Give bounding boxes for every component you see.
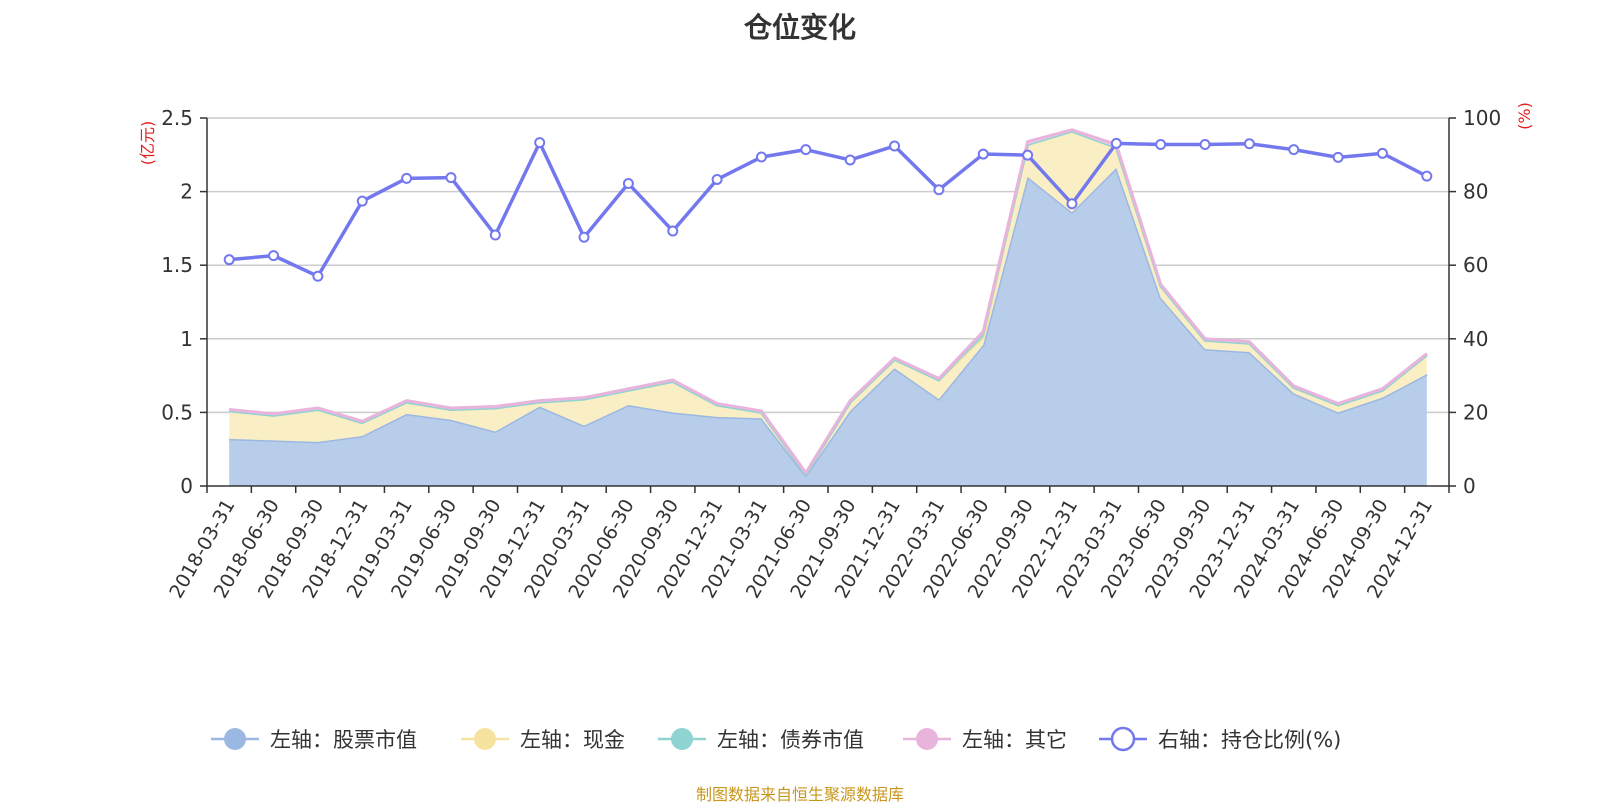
legend[interactable]: 左轴：股票市值 左轴：现金 左轴：债券市值 左轴：其它 右轴：持仓比例(%): [211, 726, 1341, 752]
ratio-point[interactable]: [1066, 198, 1078, 210]
ratio-point[interactable]: [1332, 151, 1344, 163]
ratio-line-layer: [223, 137, 1433, 282]
ratio-point[interactable]: [578, 231, 590, 243]
area-edge-series-3: [229, 128, 1428, 475]
legend-swatch: [474, 728, 496, 750]
ratio-point[interactable]: [1022, 149, 1034, 161]
ratio-point[interactable]: [1243, 138, 1255, 150]
legend-label: 左轴：现金: [520, 728, 625, 752]
ratio-point[interactable]: [844, 154, 856, 166]
left-axis-tick-label: 0: [180, 474, 193, 498]
ratio-point[interactable]: [667, 225, 679, 237]
right-axis-tick-label: 80: [1463, 180, 1488, 204]
ratio-point[interactable]: [534, 137, 546, 149]
area-series-0[interactable]: [229, 168, 1427, 487]
legend-swatch: [916, 728, 938, 750]
right-axis-tick-label: 0: [1463, 474, 1476, 498]
ratio-line[interactable]: [229, 140, 1428, 278]
left-axis-unit: (亿元): [138, 121, 157, 166]
ratio-point[interactable]: [223, 254, 235, 266]
ratio-point[interactable]: [1376, 147, 1388, 159]
ratio-point[interactable]: [401, 172, 413, 184]
left-axis-tick-label: 2: [180, 180, 193, 204]
axis-layer: 00.511.522.50204060801002018-03-312018-0…: [161, 106, 1501, 602]
legend-label: 左轴：债券市值: [717, 728, 864, 752]
right-axis-unit: (%): [1515, 102, 1534, 130]
legend-item-0[interactable]: 左轴：股票市值: [211, 728, 417, 752]
ratio-point[interactable]: [1421, 170, 1433, 182]
ratio-point[interactable]: [445, 172, 457, 184]
ratio-point[interactable]: [268, 250, 280, 262]
left-axis-tick-label: 1.5: [161, 253, 193, 277]
legend-label: 左轴：股票市值: [270, 728, 417, 752]
ratio-point[interactable]: [312, 270, 324, 282]
legend-item-2[interactable]: 左轴：债券市值: [658, 728, 864, 752]
ratio-point[interactable]: [800, 144, 812, 156]
legend-item-3[interactable]: 左轴：其它: [903, 728, 1067, 752]
ratio-point[interactable]: [622, 178, 634, 190]
ratio-point[interactable]: [711, 173, 723, 185]
area-layer: [229, 128, 1428, 487]
legend-swatch: [224, 728, 246, 750]
left-axis-tick-label: 2.5: [161, 106, 193, 130]
right-axis-tick-label: 100: [1463, 106, 1501, 130]
left-axis-tick-label: 1: [180, 327, 193, 351]
ratio-point[interactable]: [356, 195, 368, 207]
source-note: 制图数据来自恒生聚源数据库: [695, 785, 904, 804]
ratio-point[interactable]: [977, 148, 989, 160]
label-layer: (亿元) (%): [138, 102, 1534, 165]
legend-swatch: [671, 728, 693, 750]
ratio-point[interactable]: [889, 140, 901, 152]
ratio-point[interactable]: [489, 229, 501, 241]
ratio-point[interactable]: [755, 151, 767, 163]
legend-label: 右轴：持仓比例(%): [1158, 728, 1341, 752]
ratio-point[interactable]: [933, 184, 945, 196]
ratio-point[interactable]: [1199, 138, 1211, 150]
legend-swatch: [1110, 726, 1136, 752]
right-axis-tick-label: 20: [1463, 400, 1488, 424]
ratio-point[interactable]: [1155, 138, 1167, 150]
ratio-point[interactable]: [1110, 137, 1122, 149]
right-axis-tick-label: 40: [1463, 327, 1488, 351]
legend-item-4[interactable]: 右轴：持仓比例(%): [1099, 726, 1341, 752]
chart-title: 仓位变化: [743, 11, 856, 44]
ratio-point[interactable]: [1288, 144, 1300, 156]
left-axis-tick-label: 0.5: [161, 400, 193, 424]
legend-item-1[interactable]: 左轴：现金: [461, 728, 625, 752]
right-axis-tick-label: 60: [1463, 253, 1488, 277]
legend-label: 左轴：其它: [962, 728, 1067, 752]
